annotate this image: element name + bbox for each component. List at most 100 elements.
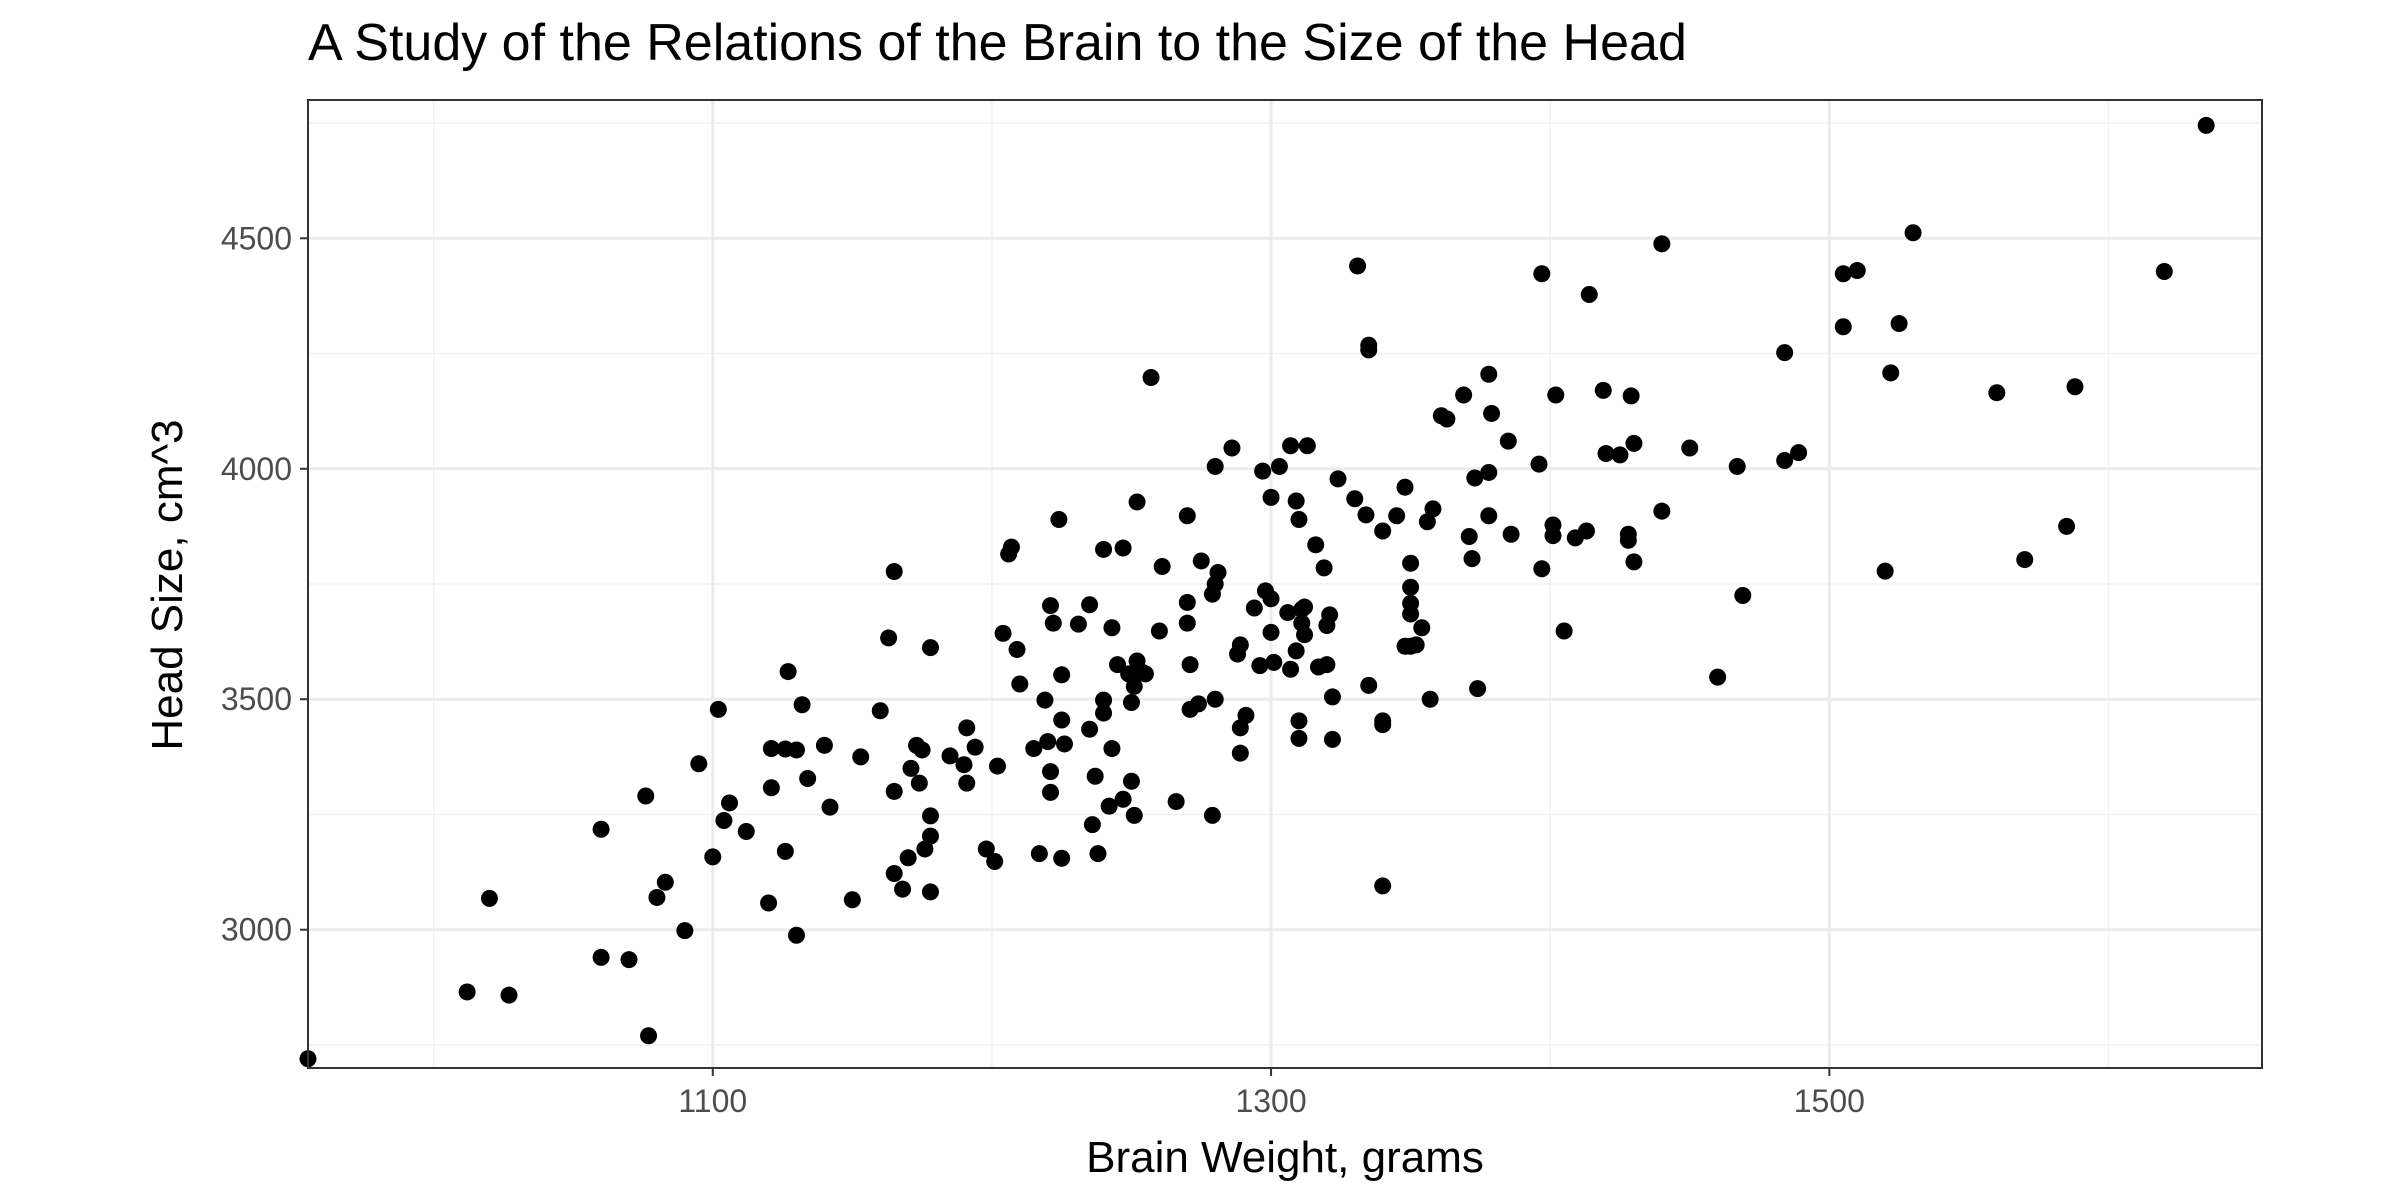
data-point: [799, 770, 817, 788]
data-point: [1499, 432, 1517, 450]
data-point: [1790, 444, 1808, 462]
data-point: [1011, 675, 1029, 693]
data-point: [640, 1027, 658, 1045]
data-point: [1209, 563, 1227, 581]
data-point: [1122, 693, 1140, 711]
data-point: [1776, 344, 1794, 362]
data-point: [1231, 636, 1249, 654]
data-point: [1125, 806, 1143, 824]
data-point: [1318, 656, 1336, 674]
data-point: [1530, 455, 1548, 473]
data-point: [458, 983, 476, 1001]
data-point: [1287, 642, 1305, 660]
data-point: [966, 738, 984, 756]
data-point: [1122, 772, 1140, 790]
data-point: [1262, 623, 1280, 641]
data-point: [1287, 492, 1305, 510]
data-point: [1580, 286, 1598, 304]
data-point: [2066, 378, 2084, 396]
data-point: [1622, 387, 1640, 405]
data-point: [958, 774, 976, 792]
data-point: [1625, 553, 1643, 571]
data-point: [1083, 816, 1101, 834]
data-point: [1374, 522, 1392, 540]
data-point: [1181, 656, 1199, 674]
data-point: [1279, 604, 1297, 622]
data-point: [902, 759, 920, 777]
data-point: [1413, 619, 1431, 637]
data-point: [500, 986, 518, 1004]
data-point: [480, 889, 498, 907]
data-point: [1848, 262, 1866, 280]
data-point: [1142, 368, 1160, 386]
x-tick-label: 1100: [678, 1083, 747, 1119]
data-point: [1053, 666, 1071, 684]
data-point: [885, 782, 903, 800]
data-point: [1053, 711, 1071, 729]
data-point: [1178, 614, 1196, 632]
y-tick-label: 3500: [221, 681, 292, 717]
data-point: [1502, 525, 1520, 543]
data-point: [1296, 626, 1314, 644]
data-point: [1480, 365, 1498, 383]
data-point: [815, 736, 833, 754]
data-point: [1315, 559, 1333, 577]
plot-panel: 1100 1300 1500 3000 3500 4000 4500: [221, 99, 2263, 1119]
data-point: [1421, 690, 1439, 708]
data-point: [885, 864, 903, 882]
data-point: [921, 827, 939, 845]
data-point: [880, 629, 898, 647]
data-point: [1374, 712, 1392, 730]
data-point: [1307, 536, 1325, 554]
data-point: [1594, 381, 1612, 399]
data-point: [620, 951, 638, 969]
data-point: [793, 696, 811, 714]
data-point: [1050, 510, 1068, 528]
data-point: [1466, 469, 1484, 487]
data-point: [715, 811, 733, 829]
data-point: [941, 747, 959, 765]
data-point: [1089, 845, 1107, 863]
data-point: [977, 840, 995, 858]
data-point: [704, 848, 722, 866]
data-point: [1890, 315, 1908, 333]
data-point: [1262, 590, 1280, 608]
data-point: [1192, 552, 1210, 570]
data-point: [1480, 507, 1498, 525]
data-point: [1407, 636, 1425, 654]
data-point: [1681, 439, 1699, 457]
data-point: [1189, 695, 1207, 713]
data-point: [1231, 744, 1249, 762]
data-point: [1709, 668, 1727, 686]
data-point: [776, 842, 794, 860]
data-point: [1270, 457, 1288, 475]
data-point: [1254, 462, 1272, 480]
data-point: [955, 756, 973, 774]
data-point: [1086, 767, 1104, 785]
data-point: [894, 880, 912, 898]
x-tick-label: 1300: [1235, 1083, 1306, 1119]
data-point: [1206, 457, 1224, 475]
data-point: [1904, 224, 1922, 242]
chart-title: A Study of the Relations of the Brain to…: [308, 14, 1687, 72]
data-point: [821, 798, 839, 816]
data-point: [1114, 539, 1132, 557]
data-point: [1245, 599, 1263, 617]
data-point: [1388, 507, 1406, 525]
data-point: [1251, 657, 1269, 675]
data-point: [1206, 690, 1224, 708]
data-point: [676, 922, 694, 940]
data-point: [1237, 706, 1255, 724]
data-point: [1042, 783, 1060, 801]
data-point: [721, 794, 739, 812]
x-tick-label: 1500: [1794, 1083, 1865, 1119]
data-point: [1374, 877, 1392, 895]
y-tick-label: 4000: [221, 451, 292, 487]
data-point: [1290, 712, 1308, 730]
data-point: [1460, 528, 1478, 546]
data-point: [1262, 488, 1280, 506]
data-point: [1357, 506, 1375, 524]
data-point: [1203, 806, 1221, 824]
y-axis-title: Head Size, cm^3: [143, 419, 192, 750]
